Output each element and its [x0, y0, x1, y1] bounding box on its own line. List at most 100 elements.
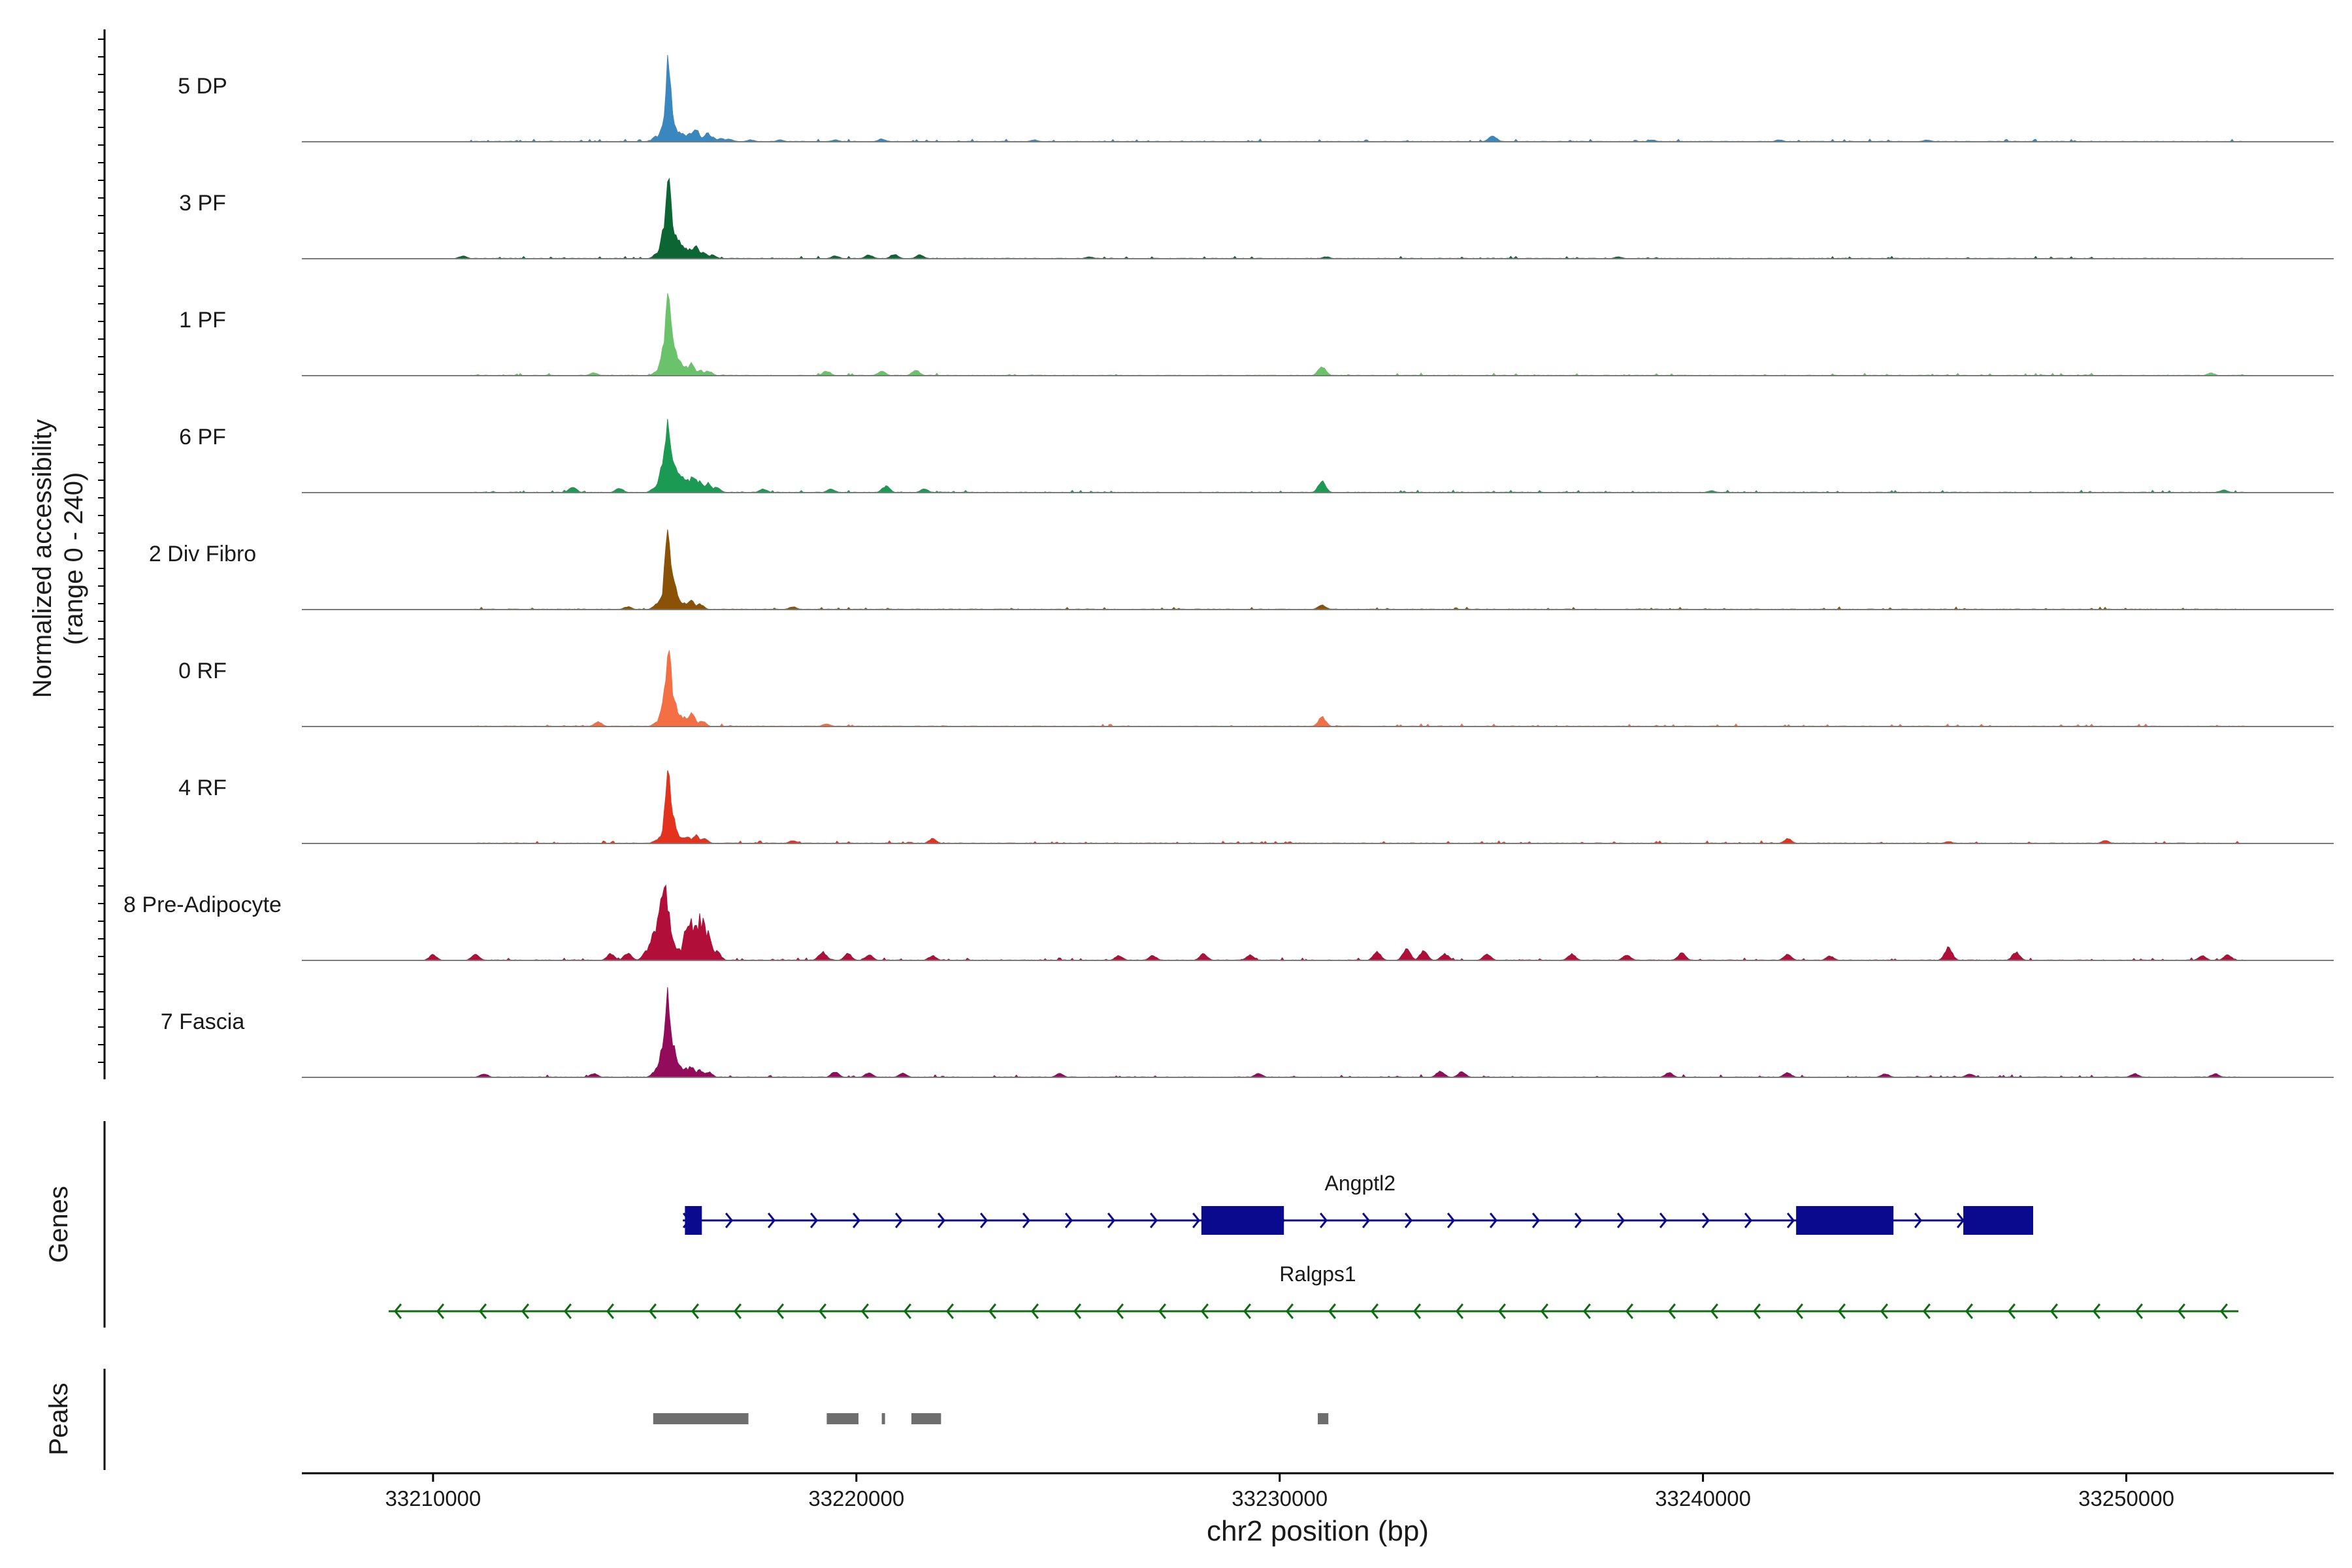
exon [1963, 1206, 2033, 1235]
strand-arrow [1030, 1303, 1039, 1319]
strand-arrow [725, 1213, 734, 1228]
strand-arrow [1659, 1213, 1668, 1228]
x-tick-label: 33230000 [1232, 1486, 1328, 1511]
exon [1201, 1206, 1284, 1235]
strand-arrow [1073, 1303, 1081, 1319]
strand-arrow [1064, 1213, 1073, 1228]
genes-label: Genes [44, 1186, 73, 1263]
strand-arrow [1497, 1303, 1506, 1319]
peaks-label: Peaks [44, 1382, 73, 1455]
strand-arrow [1192, 1213, 1201, 1228]
track-label: 3 PF [179, 191, 226, 216]
peak-bar [826, 1413, 859, 1424]
strand-arrow [2219, 1303, 2228, 1319]
strand-arrow [2050, 1303, 2058, 1319]
track-5-dp: 5 DP [178, 54, 2334, 142]
strand-arrow [1455, 1303, 1463, 1319]
exon [685, 1206, 702, 1235]
track-area [302, 770, 2334, 844]
strand-arrow [979, 1213, 988, 1228]
strand-arrow [894, 1213, 904, 1228]
track-area [302, 650, 2334, 727]
strand-arrow [903, 1303, 911, 1319]
strand-arrow [1574, 1213, 1583, 1228]
peak-bar [881, 1413, 885, 1424]
track-label: 0 RF [178, 659, 227, 683]
strand-arrow [1404, 1213, 1413, 1228]
strand-arrow [1625, 1303, 1633, 1319]
x-axis-ticks: 33210000 33220000 33230000 33240000 33250000 [385, 1473, 2174, 1511]
track-label: 1 PF [179, 308, 226, 333]
track-area [302, 529, 2334, 610]
strand-arrow [478, 1303, 487, 1319]
strand-arrow [809, 1213, 819, 1228]
strand-arrow [945, 1303, 954, 1319]
strand-arrow [1319, 1213, 1328, 1228]
track-area [302, 884, 2334, 961]
strand-arrow [1752, 1303, 1761, 1319]
strand-arrow [1710, 1303, 1718, 1319]
track-0-rf: 0 RF [178, 650, 2334, 727]
strand-arrow [776, 1303, 784, 1319]
strand-arrow [2134, 1303, 2143, 1319]
strand-arrow [1149, 1213, 1158, 1228]
track-area [302, 419, 2334, 493]
strand-arrow [1370, 1303, 1379, 1319]
strand-arrow [2177, 1303, 2185, 1319]
strand-arrow [2092, 1303, 2100, 1319]
x-tick-label: 33220000 [808, 1486, 904, 1511]
track-7-fascia: 7 Fascia [161, 987, 2334, 1078]
strand-arrow [606, 1303, 614, 1319]
gene-name: Angptl2 [1325, 1171, 1396, 1195]
track-8-pre-adipocyte: 8 Pre-Adipocyte [123, 884, 2334, 961]
strand-arrow [1880, 1303, 1888, 1319]
strand-arrow [691, 1303, 699, 1319]
strand-arrow [1531, 1213, 1541, 1228]
strand-arrow [1022, 1213, 1031, 1228]
track-label: 2 Div Fibro [149, 542, 256, 566]
strand-arrow [852, 1213, 861, 1228]
strand-arrow [521, 1303, 529, 1319]
strand-arrow [1446, 1213, 1456, 1228]
track-label: 6 PF [179, 425, 226, 449]
x-tick-label: 33210000 [385, 1486, 481, 1511]
track-2-div-fibro: 2 Div Fibro [149, 529, 2334, 610]
track-6-pf: 6 PF [179, 419, 2334, 493]
gene-name: Ralgps1 [1279, 1262, 1356, 1286]
strand-arrow [436, 1303, 444, 1319]
strand-arrow [1158, 1303, 1166, 1319]
strand-arrow [988, 1303, 996, 1319]
peak-bar [1318, 1413, 1329, 1424]
strand-arrow [1243, 1303, 1251, 1319]
strand-arrow [1582, 1303, 1591, 1319]
coverage-tracks: 5 DP 3 PF 1 PF 6 PF 2 Div Fibro 0 RF 4 RF 8 Pre… [123, 54, 2334, 1078]
strand-arrow [767, 1213, 776, 1228]
strand-arrow [1200, 1303, 1209, 1319]
track-label: 7 Fascia [161, 1009, 245, 1034]
strand-arrow [1362, 1213, 1371, 1228]
strand-arrow [1667, 1303, 1676, 1319]
peak-bar [653, 1413, 749, 1424]
strand-arrow [1413, 1303, 1421, 1319]
strand-arrow [1701, 1213, 1710, 1228]
track-1-pf: 1 PF [179, 293, 2334, 376]
track-label: 5 DP [178, 74, 227, 99]
track-label: 8 Pre-Adipocyte [123, 892, 282, 917]
strand-arrow [1914, 1213, 1923, 1228]
track-area [302, 987, 2334, 1078]
strand-arrow [648, 1303, 657, 1319]
strand-arrow [1115, 1303, 1124, 1319]
strand-arrow [937, 1213, 946, 1228]
peak-regions [653, 1413, 1329, 1424]
strand-arrow [1744, 1213, 1753, 1228]
strand-arrow [1540, 1303, 1548, 1319]
strand-arrow [1328, 1303, 1336, 1319]
track-4-rf: 4 RF [178, 770, 2334, 844]
track-area [302, 177, 2334, 259]
y-axis-label-line1: Normalized accessibility [28, 419, 57, 698]
strand-arrow [733, 1303, 742, 1319]
x-axis-label: chr2 position (bp) [1207, 1515, 1429, 1547]
strand-arrow [860, 1303, 869, 1319]
gene-ralgps1: Ralgps1 [388, 1262, 2239, 1319]
